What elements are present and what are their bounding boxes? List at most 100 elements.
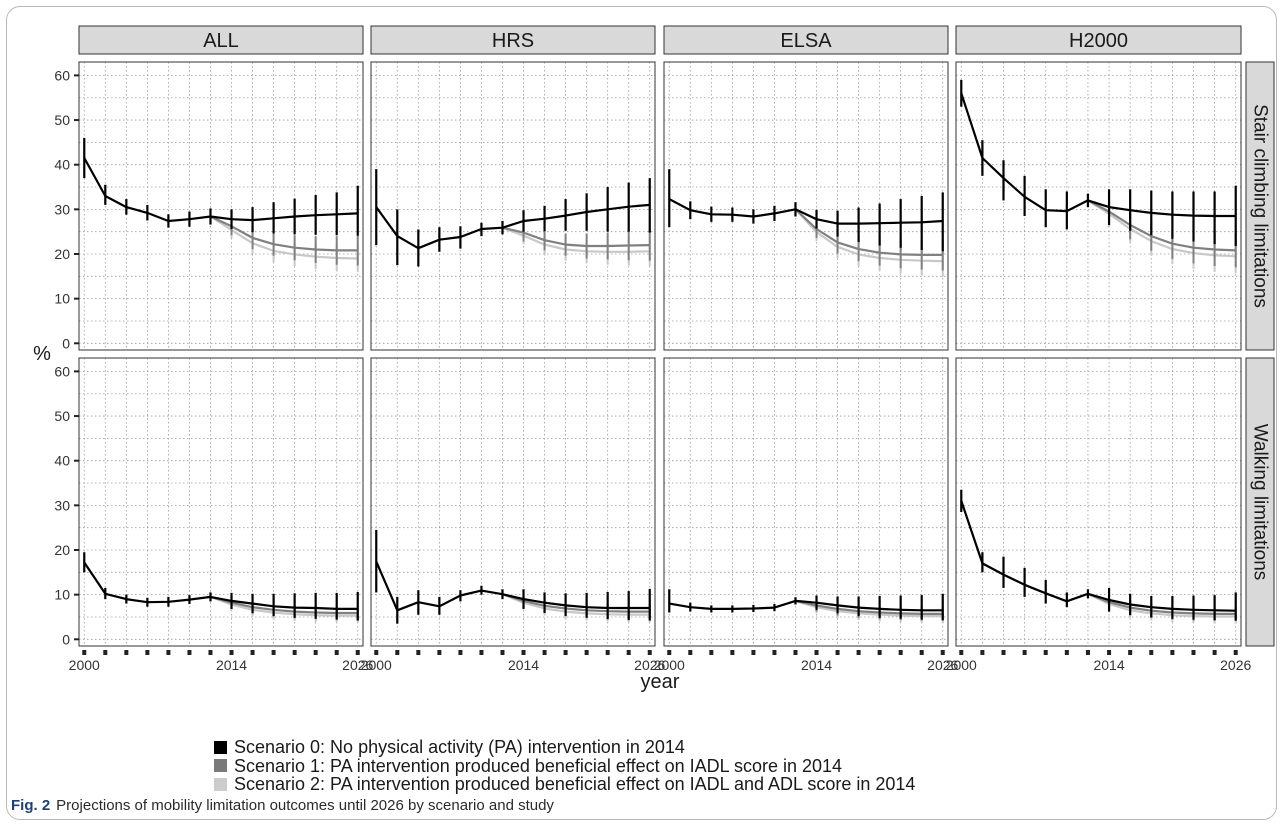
facet-strip-box xyxy=(955,25,1242,55)
x-tick-label: 2000 xyxy=(654,657,685,673)
legend: Scenario 0: No physical activity (PA) in… xyxy=(214,738,915,794)
legend-label-scenario-0: Scenario 0: No physical activity (PA) in… xyxy=(234,737,685,757)
series-line xyxy=(668,198,943,225)
panel-border xyxy=(370,357,656,647)
series-line xyxy=(1087,199,1236,252)
facet-strip-box xyxy=(663,25,949,55)
series-scenario-0 xyxy=(375,529,651,624)
series-line xyxy=(794,208,943,256)
x-axis: 2000 2014 2026 xyxy=(946,650,1252,673)
facet-strip-label: H2000 xyxy=(1069,30,1128,52)
x-tick-label: 2014 xyxy=(1093,657,1124,673)
series-line xyxy=(83,561,358,611)
panel-hrs-stair-climbing-limitations xyxy=(370,61,656,351)
series-line xyxy=(83,157,358,223)
y-tick-label: 10 xyxy=(54,587,70,603)
figure-caption-text: Projections of mobility limitation outco… xyxy=(56,797,554,814)
x-axis-title: year xyxy=(641,671,680,693)
y-tick-label: 40 xyxy=(54,453,70,469)
series-line xyxy=(794,208,943,263)
y-tick-label: 30 xyxy=(54,497,70,513)
panel-all-walking-limitations: 0 10 20 30 40 50 60 2000 2014 2026 xyxy=(54,357,374,673)
panel-background xyxy=(371,358,655,646)
legend-item-scenario-1: Scenario 1: PA intervention produced ben… xyxy=(214,755,915,776)
panel-elsa-walking-limitations: 2000 2014 2026 xyxy=(654,357,959,673)
legend-swatch-scenario-0 xyxy=(214,740,227,754)
panel-background xyxy=(371,62,655,350)
x-tick-label: 2014 xyxy=(508,657,539,673)
series-line xyxy=(502,226,650,253)
series-line xyxy=(502,593,650,613)
panel-gridlines xyxy=(371,358,655,646)
panel-border xyxy=(370,61,656,351)
series-scenario-0 xyxy=(83,552,359,621)
panel-background xyxy=(956,358,1241,646)
facet-strip-h2000: H2000 xyxy=(955,25,1242,55)
panel-background xyxy=(79,62,363,350)
y-tick-label: 50 xyxy=(54,112,70,128)
series-line xyxy=(1087,199,1236,258)
y-tick-label: 60 xyxy=(54,363,70,379)
y-tick-label: 40 xyxy=(54,157,70,173)
series-line xyxy=(960,500,1236,612)
facet-strip-hrs: HRS xyxy=(370,25,656,55)
series-line xyxy=(502,593,650,616)
series-scenario-0 xyxy=(83,137,359,236)
series-scenario-0 xyxy=(960,489,1237,621)
legend-swatch-scenario-1 xyxy=(214,759,227,773)
series-line xyxy=(1087,592,1236,618)
panel-border xyxy=(955,357,1242,647)
x-tick-label: 2014 xyxy=(801,657,832,673)
panel-border xyxy=(663,357,949,647)
series-line xyxy=(210,595,358,615)
facet-strip-box xyxy=(370,25,656,55)
x-tick-label: 2014 xyxy=(216,657,247,673)
panel-border xyxy=(663,61,949,351)
y-tick-label: 60 xyxy=(54,67,70,83)
row-strip-walking-limitations: Walking limitations xyxy=(1245,357,1275,647)
series-line xyxy=(960,92,1236,218)
figure-caption: Fig. 2 Projections of mobility limitation… xyxy=(11,797,554,814)
faceted-line-chart: ALL HRS ELSA H2000 Stair climbing limitation… xyxy=(33,25,1275,693)
facet-strip-box xyxy=(78,25,364,55)
legend-label-scenario-2: Scenario 2: PA intervention produced ben… xyxy=(234,774,916,794)
series-line xyxy=(795,599,943,616)
x-tick-label: 2000 xyxy=(69,657,100,673)
facet-strip-all: ALL xyxy=(78,25,364,55)
y-axis-title: % xyxy=(33,343,51,365)
series-scenario-1 xyxy=(501,220,651,261)
y-tick-label: 10 xyxy=(54,291,70,307)
x-tick-label: 2000 xyxy=(361,657,392,673)
series-scenario-0 xyxy=(960,79,1237,246)
y-tick-label: 20 xyxy=(54,542,70,558)
panel-all-stair-climbing-limitations: 0 10 20 30 40 50 60 xyxy=(54,61,364,351)
legend-item-scenario-2: Scenario 2: PA intervention produced ben… xyxy=(214,775,915,794)
x-tick-label: 2026 xyxy=(1220,657,1251,673)
figure-caption-label: Fig. 2 xyxy=(11,797,51,814)
panel-border xyxy=(78,61,364,351)
x-tick-label: 2026 xyxy=(927,657,958,673)
panel-background xyxy=(79,358,363,646)
panel-background xyxy=(664,62,948,350)
panel-h2000-stair-climbing-limitations xyxy=(955,61,1242,351)
series-line xyxy=(375,561,650,612)
panel-h2000-walking-limitations: 2000 2014 2026 xyxy=(946,357,1252,673)
row-strip-box xyxy=(1245,61,1275,351)
facet-strip-label: HRS xyxy=(492,30,534,52)
series-line xyxy=(502,226,650,248)
x-axis: 2000 2014 2026 xyxy=(361,650,666,673)
series-scenario-0 xyxy=(668,589,944,621)
x-axis: 2000 2014 2026 xyxy=(69,650,374,673)
row-strip-label: Stair climbing limitations xyxy=(1250,104,1271,308)
facet-strip-elsa: ELSA xyxy=(663,25,949,55)
x-tick-label: 2026 xyxy=(342,657,373,673)
y-tick-label: 50 xyxy=(54,408,70,424)
panel-border xyxy=(955,61,1242,351)
x-tick-label: 2026 xyxy=(634,657,665,673)
panel-hrs-walking-limitations: 2000 2014 2026 xyxy=(361,357,666,673)
x-tick-label: 2000 xyxy=(946,657,977,673)
series-line xyxy=(669,599,943,612)
legend-label-scenario-1: Scenario 1: PA intervention produced ben… xyxy=(234,755,843,776)
series-line xyxy=(1087,592,1236,616)
y-axis: 0 10 20 30 40 50 60 xyxy=(54,67,79,351)
